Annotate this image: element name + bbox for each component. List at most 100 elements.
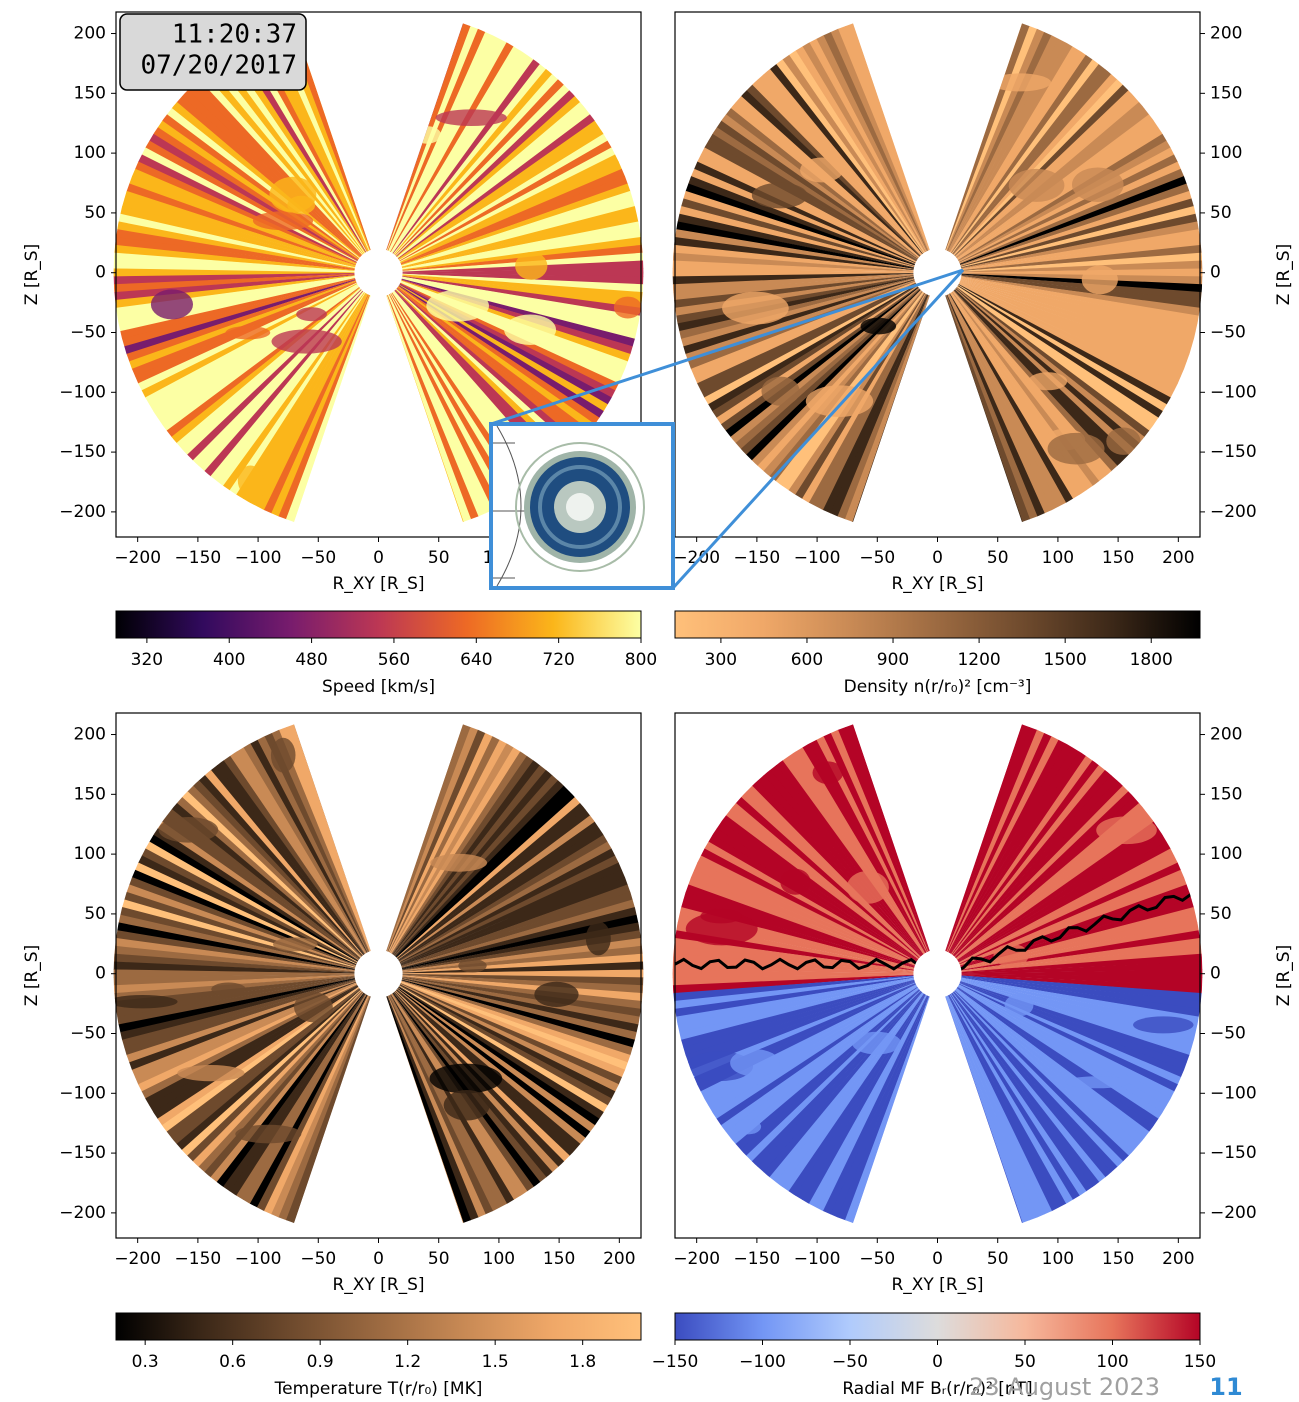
field-ray bbox=[937, 973, 1123, 1204]
field-ray bbox=[672, 973, 938, 1072]
inner-boundary bbox=[354, 949, 403, 998]
field-ray bbox=[673, 142, 938, 273]
field-blob bbox=[1081, 265, 1118, 295]
field-ray bbox=[937, 23, 1064, 273]
field-ray bbox=[378, 158, 644, 273]
field-ray bbox=[937, 224, 1203, 273]
field-ray bbox=[672, 883, 938, 974]
field-ray bbox=[135, 806, 379, 974]
x-tick-label: −200 bbox=[673, 1249, 720, 1269]
field-ray bbox=[937, 268, 1203, 278]
field-ray bbox=[937, 749, 1129, 974]
field-ray bbox=[276, 272, 379, 523]
x-tick-label: 0 bbox=[932, 548, 943, 568]
field-ray bbox=[752, 43, 938, 273]
field-ray bbox=[378, 973, 643, 1104]
field-ray bbox=[113, 943, 379, 974]
field-ray bbox=[680, 973, 938, 1119]
field-blob bbox=[429, 1063, 503, 1094]
field-ray bbox=[378, 766, 589, 974]
field-ray bbox=[113, 969, 379, 979]
field-ray bbox=[937, 272, 1040, 523]
field-ray bbox=[937, 23, 1056, 273]
field-ray bbox=[113, 182, 379, 273]
field-ray bbox=[221, 973, 379, 1223]
field-ray bbox=[672, 272, 938, 363]
field-ray bbox=[694, 105, 938, 273]
y-tick-label: −50 bbox=[70, 323, 106, 343]
field-ray bbox=[244, 272, 379, 523]
field-ray bbox=[378, 98, 617, 273]
field-ray bbox=[378, 59, 583, 273]
field-ray bbox=[699, 272, 938, 447]
field-ray bbox=[378, 65, 589, 273]
field-ray bbox=[937, 724, 1040, 974]
field-ray bbox=[229, 724, 379, 974]
colorbar-tick-label: 50 bbox=[1014, 1352, 1036, 1372]
field-ray bbox=[276, 724, 379, 974]
field-blob bbox=[860, 317, 897, 335]
colorbar-tick-label: 0.9 bbox=[307, 1352, 334, 1372]
field-ray bbox=[937, 272, 1087, 523]
field-ray bbox=[709, 785, 938, 974]
x-tick-label: −150 bbox=[175, 548, 222, 568]
field-ray bbox=[378, 724, 481, 974]
field-ray bbox=[937, 973, 1203, 1096]
field-ray bbox=[200, 37, 379, 273]
y-tick-label: −150 bbox=[1210, 1143, 1257, 1163]
field-ray bbox=[937, 724, 1094, 974]
field-ray bbox=[937, 272, 1095, 522]
field-ray bbox=[168, 272, 379, 480]
field-ray bbox=[811, 23, 938, 273]
field-ray bbox=[759, 973, 938, 1209]
field-ray bbox=[378, 973, 607, 1162]
field-blob bbox=[722, 291, 789, 325]
field-ray bbox=[796, 973, 938, 1224]
field-ray bbox=[378, 951, 644, 974]
field-ray bbox=[937, 969, 1203, 979]
field-blob bbox=[852, 1031, 902, 1055]
colorbar-tick-label: 560 bbox=[378, 650, 410, 670]
x-tick-label: 150 bbox=[1102, 1249, 1134, 1269]
field-ray bbox=[378, 174, 644, 273]
colorbar-tick-label: −150 bbox=[652, 1352, 699, 1372]
field-ray bbox=[937, 250, 1203, 273]
field-ray bbox=[174, 272, 379, 486]
field-ray bbox=[378, 729, 543, 974]
field-ray bbox=[672, 242, 938, 273]
field-ray bbox=[937, 973, 1181, 1141]
field-ray bbox=[378, 875, 644, 974]
field-blob bbox=[458, 959, 487, 973]
field-blob bbox=[443, 1089, 490, 1121]
x-tick-label: 50 bbox=[987, 548, 1009, 568]
colorbar bbox=[115, 610, 642, 639]
field-ray bbox=[715, 779, 938, 974]
x-tick-label: 50 bbox=[987, 1249, 1009, 1269]
colorbar-tick-label: 1200 bbox=[957, 650, 1000, 670]
field-ray bbox=[378, 28, 543, 273]
field-ray bbox=[113, 900, 379, 974]
inset-connector bbox=[490, 268, 964, 426]
y-tick-label: 0 bbox=[1210, 263, 1221, 283]
field-ray bbox=[378, 724, 497, 974]
field-ray bbox=[378, 973, 489, 1224]
field-ray bbox=[672, 216, 938, 273]
field-ray bbox=[378, 272, 601, 467]
field-blob bbox=[1096, 816, 1157, 845]
y-tick-label: 150 bbox=[74, 784, 106, 804]
field-ray bbox=[187, 749, 379, 974]
x-axis-label: R_XY [R_S] bbox=[332, 574, 424, 594]
field-blob bbox=[585, 921, 611, 956]
field-ray bbox=[835, 272, 938, 523]
field-ray bbox=[937, 724, 1064, 974]
field-blob bbox=[685, 912, 758, 946]
field-ray bbox=[117, 134, 379, 273]
y-tick-label: 50 bbox=[1210, 904, 1232, 924]
y-tick-label: −100 bbox=[1210, 382, 1257, 402]
field-ray bbox=[156, 973, 379, 1168]
field-ray bbox=[937, 951, 1203, 974]
field-ray bbox=[937, 973, 1095, 1223]
field bbox=[113, 23, 644, 523]
field-ray bbox=[672, 973, 938, 1056]
field-blob bbox=[613, 296, 642, 319]
